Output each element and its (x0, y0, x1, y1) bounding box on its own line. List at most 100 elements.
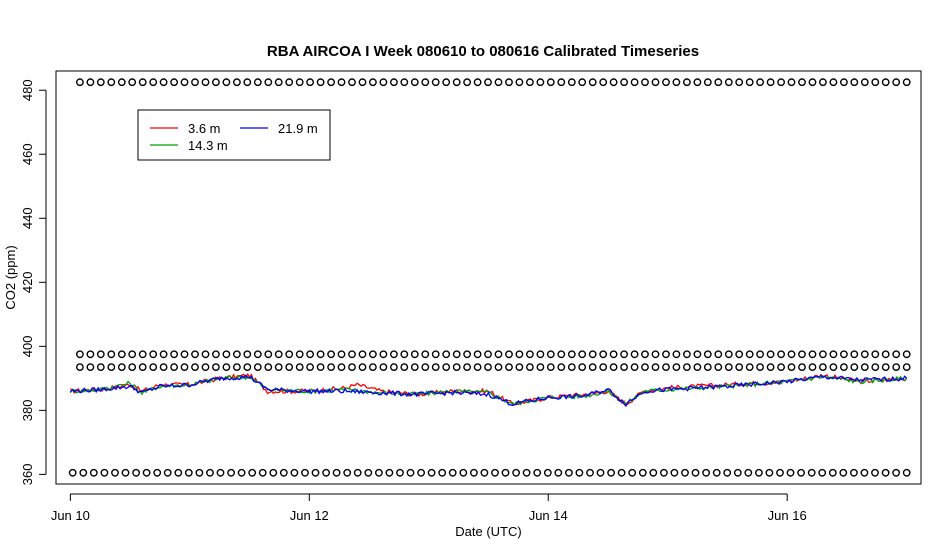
marker-point (735, 350, 744, 359)
marker-point (536, 78, 545, 87)
marker-point (526, 78, 534, 87)
marker-point (68, 468, 77, 477)
marker-point (389, 363, 398, 371)
y-axis-label: CO2 (ppm) (3, 245, 18, 309)
marker-point (301, 468, 309, 477)
marker-point (522, 468, 531, 477)
marker-point (76, 78, 84, 87)
marker-point (117, 363, 126, 371)
marker-point (128, 350, 137, 359)
y-tick-label: 420 (20, 271, 35, 293)
marker-point (871, 363, 880, 371)
marker-point (494, 350, 503, 359)
marker-point (860, 363, 869, 371)
marker-point (337, 78, 346, 87)
marker-point (211, 350, 220, 359)
legend-entry: 21.9 m (240, 121, 318, 136)
marker-point (306, 78, 314, 87)
legend-label: 14.3 m (188, 138, 228, 153)
marker-point (117, 350, 126, 359)
marker-point (786, 468, 795, 477)
marker-point (505, 78, 513, 87)
y-tick-label: 400 (20, 335, 35, 357)
marker-point (222, 350, 231, 359)
marker-point (526, 363, 534, 371)
marker-point (902, 363, 911, 371)
marker-point (76, 363, 84, 371)
marker-point (463, 363, 471, 371)
marker-point (96, 78, 105, 87)
marker-point (641, 350, 649, 359)
marker-point (588, 363, 597, 371)
marker-point (628, 468, 637, 477)
marker-point (871, 78, 880, 87)
marker-point (368, 363, 377, 371)
marker-point (311, 468, 320, 477)
marker-point (554, 468, 563, 477)
marker-point (180, 78, 189, 87)
marker-point (871, 468, 879, 477)
marker-point (630, 350, 639, 359)
marker-point (808, 78, 817, 87)
marker-point (714, 363, 723, 371)
marker-point (484, 363, 492, 371)
marker-point (807, 468, 816, 477)
marker-point (871, 350, 880, 359)
marker-point (128, 78, 137, 87)
marker-point (216, 468, 225, 477)
marker-point (96, 363, 105, 371)
marker-point (892, 468, 900, 477)
y-tick-label: 360 (20, 464, 35, 486)
y-tick-label: 460 (20, 143, 35, 165)
marker-point (651, 78, 660, 87)
marker-point (343, 468, 352, 477)
marker-point (588, 78, 597, 87)
marker-point (787, 78, 796, 87)
marker-point (599, 78, 608, 87)
marker-point (617, 468, 626, 477)
legend-box (137, 109, 331, 161)
marker-point (410, 78, 419, 87)
marker-point (274, 350, 283, 359)
marker-point (274, 78, 283, 87)
marker-point (295, 350, 304, 359)
marker-point (385, 468, 394, 477)
marker-point (358, 363, 367, 371)
marker-point (237, 468, 246, 477)
marker-point (766, 350, 775, 359)
marker-point (819, 350, 827, 359)
marker-point (776, 468, 784, 477)
marker-point (427, 468, 436, 477)
legend: 3.6 m 14.3 m 21.9 m (137, 109, 331, 161)
marker-point (567, 78, 576, 87)
marker-point (253, 78, 262, 87)
marker-point (649, 468, 658, 477)
marker-point (839, 468, 848, 477)
marker-point (756, 363, 764, 371)
marker-row (76, 350, 911, 359)
y-tick-label: 440 (20, 207, 35, 229)
marker-point (327, 350, 335, 359)
marker-point (787, 363, 796, 371)
marker-point (473, 363, 482, 371)
marker-point (575, 468, 584, 477)
marker-point (860, 350, 869, 359)
marker-point (850, 363, 859, 371)
marker-point (526, 350, 534, 359)
marker-point (765, 468, 774, 477)
x-tick-label: Jun 10 (51, 508, 90, 523)
marker-point (132, 468, 141, 477)
marker-point (651, 350, 660, 359)
marker-point (494, 78, 503, 87)
marker-point (620, 350, 628, 359)
marker-row (68, 468, 911, 477)
marker-point (180, 350, 189, 359)
marker-point (840, 78, 848, 87)
marker-point (306, 350, 314, 359)
marker-point (232, 78, 241, 87)
marker-point (798, 363, 806, 371)
marker-point (353, 468, 362, 477)
marker-point (723, 468, 732, 477)
marker-point (881, 363, 890, 371)
y-tick-label: 380 (20, 400, 35, 422)
